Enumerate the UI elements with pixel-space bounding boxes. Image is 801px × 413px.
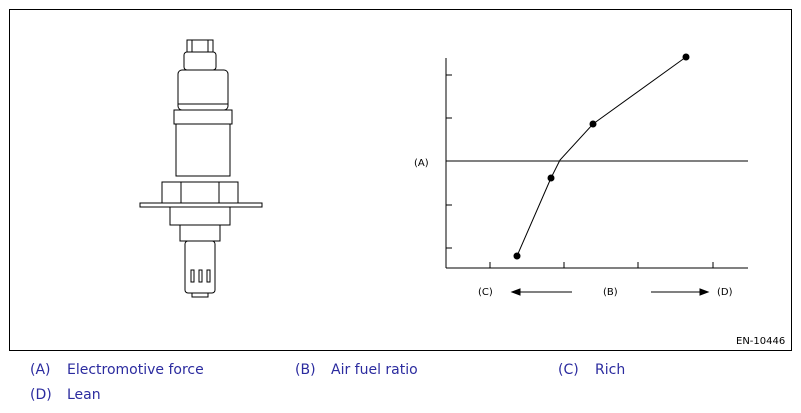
legend-key: (C) — [558, 362, 579, 378]
label-a: (A) — [414, 158, 429, 169]
arrows — [510, 288, 710, 296]
label-b: (B) — [603, 287, 618, 298]
legend-text: Lean — [67, 387, 101, 403]
points — [513, 53, 690, 260]
label-c: (C) — [478, 287, 493, 298]
graph — [445, 56, 748, 269]
label-d: (D) — [717, 287, 733, 298]
figure-frame — [9, 9, 792, 351]
ticks — [446, 74, 714, 268]
legend-text: Air fuel ratio — [331, 362, 418, 378]
sensor-drawing — [139, 39, 263, 298]
figure: (A) (C) (B) (D) EN-10446 — [9, 9, 792, 351]
figure-id: EN-10446 — [736, 336, 785, 347]
legend-key: (B) — [295, 362, 316, 378]
legend-text: Electromotive force — [67, 362, 204, 378]
curve — [516, 56, 687, 257]
legend-key: (D) — [30, 387, 52, 403]
legend-text: Rich — [595, 362, 626, 378]
legend-key: (A) — [30, 362, 51, 378]
